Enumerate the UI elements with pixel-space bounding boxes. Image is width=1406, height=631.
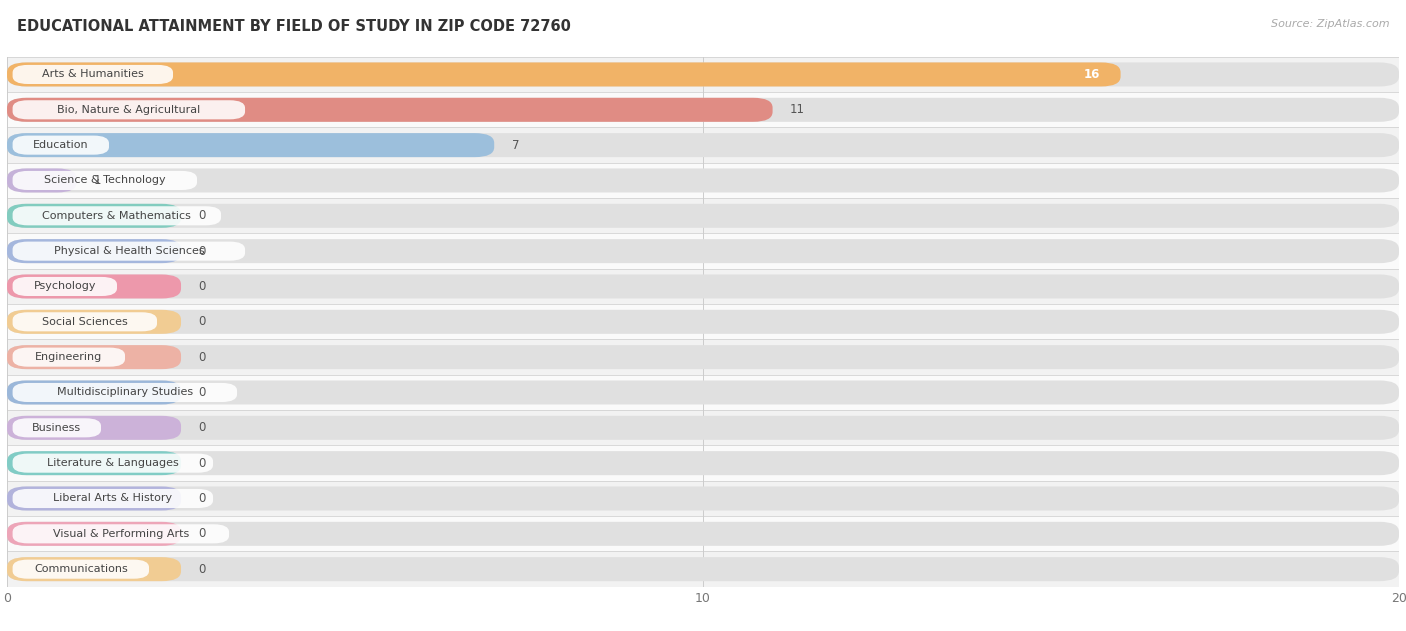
FancyBboxPatch shape	[7, 239, 1399, 263]
FancyBboxPatch shape	[13, 560, 149, 579]
Bar	[7, 233, 1399, 269]
FancyBboxPatch shape	[7, 451, 181, 475]
FancyBboxPatch shape	[7, 133, 495, 157]
Text: 0: 0	[198, 209, 205, 222]
FancyBboxPatch shape	[13, 100, 245, 119]
Text: 1: 1	[94, 174, 101, 187]
Text: 0: 0	[198, 563, 205, 575]
Bar	[7, 410, 1399, 445]
FancyBboxPatch shape	[7, 522, 1399, 546]
Bar	[7, 481, 1399, 516]
Text: Physical & Health Sciences: Physical & Health Sciences	[53, 246, 204, 256]
FancyBboxPatch shape	[13, 418, 101, 437]
FancyBboxPatch shape	[7, 380, 181, 404]
Text: Multidisciplinary Studies: Multidisciplinary Studies	[56, 387, 193, 398]
FancyBboxPatch shape	[13, 171, 197, 190]
Text: Engineering: Engineering	[35, 352, 103, 362]
Text: Business: Business	[32, 423, 82, 433]
Text: 0: 0	[198, 422, 205, 434]
FancyBboxPatch shape	[13, 348, 125, 367]
FancyBboxPatch shape	[7, 380, 1399, 404]
Bar	[7, 304, 1399, 339]
Text: Arts & Humanities: Arts & Humanities	[42, 69, 143, 80]
FancyBboxPatch shape	[7, 168, 77, 192]
FancyBboxPatch shape	[7, 98, 1399, 122]
Text: Communications: Communications	[34, 564, 128, 574]
FancyBboxPatch shape	[13, 489, 214, 508]
FancyBboxPatch shape	[13, 206, 221, 225]
Text: 0: 0	[198, 351, 205, 363]
FancyBboxPatch shape	[7, 345, 1399, 369]
Text: 0: 0	[198, 386, 205, 399]
FancyBboxPatch shape	[7, 133, 1399, 157]
Bar	[7, 57, 1399, 92]
FancyBboxPatch shape	[13, 312, 157, 331]
Text: Source: ZipAtlas.com: Source: ZipAtlas.com	[1271, 19, 1389, 29]
Text: Literature & Languages: Literature & Languages	[46, 458, 179, 468]
FancyBboxPatch shape	[7, 274, 181, 298]
FancyBboxPatch shape	[7, 416, 1399, 440]
FancyBboxPatch shape	[7, 98, 773, 122]
Bar	[7, 269, 1399, 304]
FancyBboxPatch shape	[13, 136, 110, 155]
FancyBboxPatch shape	[7, 239, 181, 263]
Text: 0: 0	[198, 528, 205, 540]
Bar	[7, 551, 1399, 587]
FancyBboxPatch shape	[7, 62, 1399, 86]
FancyBboxPatch shape	[7, 522, 181, 546]
Text: Computers & Mathematics: Computers & Mathematics	[42, 211, 191, 221]
Text: 0: 0	[198, 245, 205, 257]
Text: Social Sciences: Social Sciences	[42, 317, 128, 327]
FancyBboxPatch shape	[7, 557, 181, 581]
FancyBboxPatch shape	[13, 524, 229, 543]
FancyBboxPatch shape	[7, 204, 181, 228]
Text: 11: 11	[790, 103, 806, 116]
Bar	[7, 198, 1399, 233]
Text: EDUCATIONAL ATTAINMENT BY FIELD OF STUDY IN ZIP CODE 72760: EDUCATIONAL ATTAINMENT BY FIELD OF STUDY…	[17, 19, 571, 34]
Text: Science & Technology: Science & Technology	[44, 175, 166, 186]
Text: 7: 7	[512, 139, 519, 151]
Text: 16: 16	[1084, 68, 1099, 81]
Text: 0: 0	[198, 316, 205, 328]
FancyBboxPatch shape	[13, 65, 173, 84]
Text: 0: 0	[198, 280, 205, 293]
Text: 0: 0	[198, 457, 205, 469]
Text: Education: Education	[32, 140, 89, 150]
FancyBboxPatch shape	[13, 242, 245, 261]
FancyBboxPatch shape	[7, 168, 1399, 192]
Bar	[7, 375, 1399, 410]
FancyBboxPatch shape	[13, 277, 117, 296]
FancyBboxPatch shape	[7, 416, 181, 440]
FancyBboxPatch shape	[13, 454, 214, 473]
Bar	[7, 339, 1399, 375]
Text: Bio, Nature & Agricultural: Bio, Nature & Agricultural	[58, 105, 201, 115]
Bar	[7, 516, 1399, 551]
FancyBboxPatch shape	[7, 451, 1399, 475]
FancyBboxPatch shape	[7, 274, 1399, 298]
Bar	[7, 163, 1399, 198]
Bar	[7, 92, 1399, 127]
FancyBboxPatch shape	[7, 310, 181, 334]
Text: Visual & Performing Arts: Visual & Performing Arts	[52, 529, 188, 539]
Bar	[7, 445, 1399, 481]
FancyBboxPatch shape	[7, 310, 1399, 334]
FancyBboxPatch shape	[7, 557, 1399, 581]
Text: Psychology: Psychology	[34, 281, 96, 292]
FancyBboxPatch shape	[7, 204, 1399, 228]
FancyBboxPatch shape	[13, 383, 238, 402]
FancyBboxPatch shape	[7, 62, 1121, 86]
FancyBboxPatch shape	[7, 345, 181, 369]
Bar	[7, 127, 1399, 163]
Text: Liberal Arts & History: Liberal Arts & History	[53, 493, 173, 504]
FancyBboxPatch shape	[7, 487, 181, 510]
Text: 0: 0	[198, 492, 205, 505]
FancyBboxPatch shape	[7, 487, 1399, 510]
